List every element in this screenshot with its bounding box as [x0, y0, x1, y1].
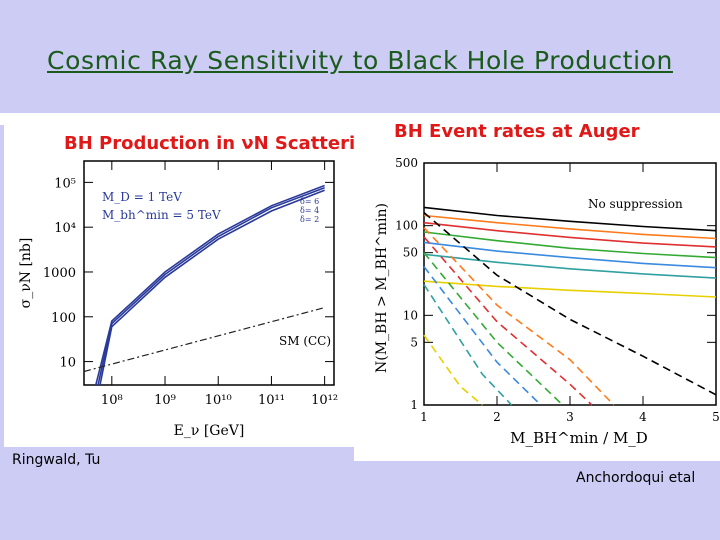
bh-cross-section-line — [97, 186, 325, 386]
event-rate-line — [423, 214, 717, 240]
chart-title: BH Production in νN Scattering — [64, 133, 354, 154]
event-rate-line — [423, 280, 717, 298]
series-label: δ= 6 — [300, 197, 319, 206]
bh-event-rates-chart: BH Event rates at Auger 1 2 3 4 5 1 5 10 50 100 500… — [374, 121, 720, 447]
x-tick-label: 1 — [420, 410, 428, 424]
suppressed-rate-line — [423, 252, 564, 406]
suppressed-rate-line — [423, 211, 717, 396]
sm-cc-line — [83, 307, 325, 373]
y-tick-label: 5 — [410, 335, 418, 349]
event-rate-line — [423, 221, 717, 248]
plot-frame — [83, 160, 335, 386]
suppressed-rate-line — [423, 266, 542, 406]
bh-production-chart: BH Production in νN Scattering 10⁸ 10⁹ 10¹⁰… — [18, 133, 381, 439]
y-tick-label: 100 — [51, 311, 76, 326]
suppressed-rate-line — [423, 227, 615, 406]
parameter-label: M_D = 1 TeV — [102, 190, 182, 204]
no-suppression-annotation: No suppression — [588, 197, 683, 211]
y-tick-label: 10 — [403, 308, 418, 322]
suppressed-rate-line — [423, 236, 593, 406]
chart-title: BH Event rates at Auger — [394, 121, 640, 142]
x-tick-label: 5 — [712, 410, 720, 424]
x-axis-label: E_ν [GeV] — [174, 423, 245, 439]
y-tick-label: 500 — [395, 156, 418, 170]
x-tick-label: 10¹² — [311, 393, 338, 408]
series-label: δ= 2 — [300, 215, 319, 224]
x-tick-label: 2 — [493, 410, 501, 424]
y-tick-label: 10 — [59, 356, 76, 371]
x-tick-label: 10⁹ — [154, 393, 176, 408]
x-tick-label: 4 — [639, 410, 647, 424]
y-tick-label: 50 — [403, 246, 418, 260]
x-tick-label: 10¹⁰ — [205, 393, 232, 408]
bh-cross-section-line — [95, 184, 325, 386]
x-axis-label: M_BH^min / M_D — [510, 429, 648, 447]
event-rate-line — [423, 253, 717, 279]
event-rate-line — [423, 206, 717, 232]
event-rate-line — [423, 241, 717, 269]
x-tick-label: 10¹¹ — [258, 393, 285, 408]
left-chart-panel: BH Production in νN Scattering 10⁸ 10⁹ 10¹⁰… — [4, 113, 381, 447]
y-tick-label: 100 — [395, 219, 418, 233]
caption-left: Ringwald, Tu — [12, 452, 101, 468]
event-rate-line — [423, 231, 717, 259]
suppressed-rate-line — [423, 284, 513, 406]
x-tick-label: 10⁸ — [101, 393, 123, 408]
suppressed-rate-line — [423, 334, 483, 406]
y-axis-label: N(M_BH > M_BH^min) — [374, 203, 390, 373]
x-tick-label: 3 — [566, 410, 574, 424]
series-label: δ= 4 — [300, 206, 319, 215]
sm-annotation: SM (CC) — [279, 334, 331, 348]
right-chart-panel: BH Event rates at Auger 1 2 3 4 5 1 5 10 50 100 500… — [354, 113, 720, 461]
y-axis-label: σ_νN [nb] — [18, 238, 34, 309]
slide-title: Cosmic Ray Sensitivity to Black Hole Pro… — [47, 46, 673, 75]
parameter-label: M_bh^min = 5 TeV — [102, 208, 221, 222]
caption-right: Anchordoqui etal — [576, 470, 696, 486]
bh-cross-section-line — [99, 189, 325, 386]
y-tick-label: 10⁵ — [54, 176, 76, 191]
y-tick-label: 1 — [410, 398, 418, 412]
y-tick-label: 1000 — [43, 266, 76, 281]
y-tick-label: 10⁴ — [54, 221, 76, 236]
